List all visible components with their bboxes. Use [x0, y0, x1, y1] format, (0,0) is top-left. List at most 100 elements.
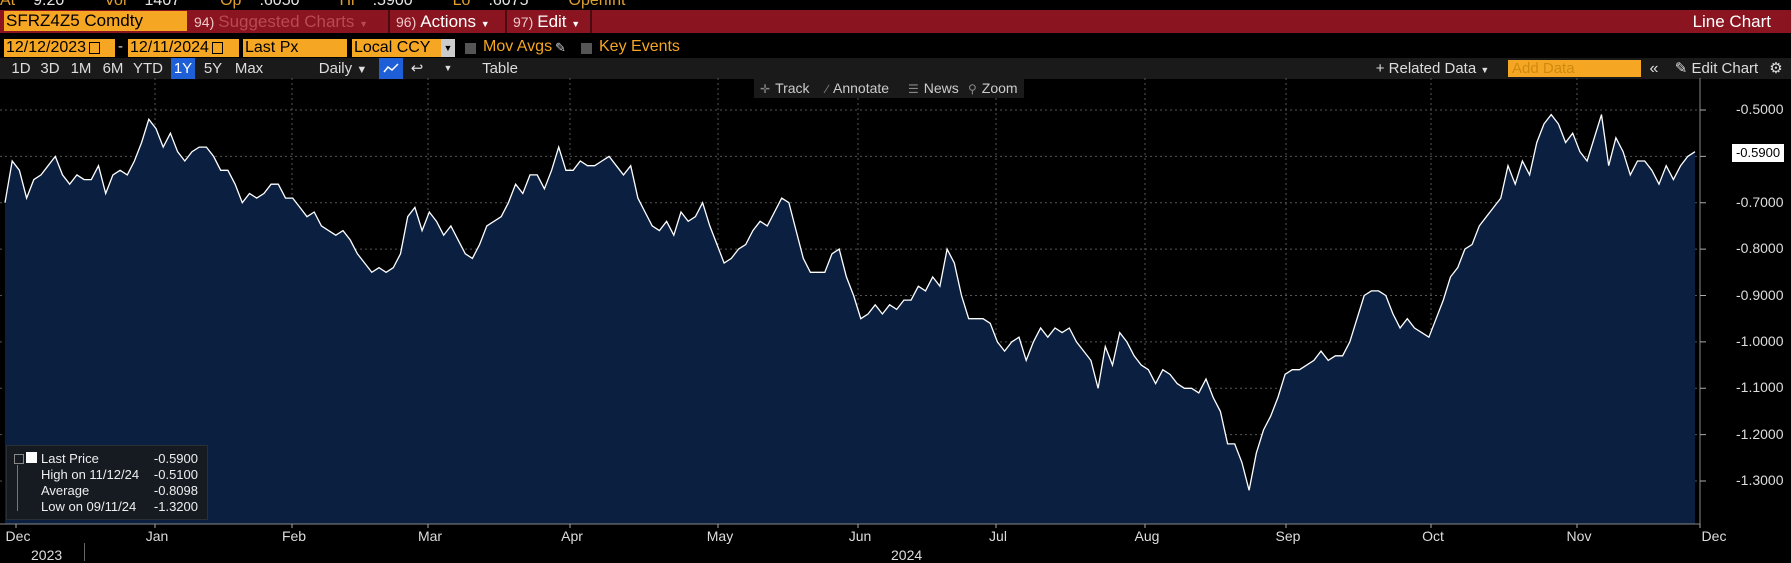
y-tick-label: -1.0000: [1736, 332, 1784, 349]
x-tick-label: Jun: [848, 528, 872, 544]
price-area-fill: [5, 114, 1695, 524]
bar-chart-icon[interactable]: ↩: [410, 60, 424, 77]
chevron-down-icon: ▼: [480, 19, 490, 29]
collapse-legend-icon[interactable]: [14, 454, 24, 464]
legend-value-average: -0.8098: [153, 483, 198, 498]
y-tick-label: -0.8000: [1736, 240, 1784, 257]
edit-menu[interactable]: 97) Edit ▼: [513, 10, 580, 33]
track-button[interactable]: ✛ Track: [760, 79, 810, 97]
end-date-field[interactable]: 12/11/2024: [128, 39, 239, 57]
track-toolbar: [754, 78, 1024, 98]
legend-label-average: Average: [41, 483, 90, 498]
quote-label: Op: [220, 0, 242, 9]
y-tick-label: -1.2000: [1736, 425, 1784, 442]
news-icon: ☰: [908, 82, 919, 96]
quote-value: .6050: [259, 0, 300, 9]
range-button-6m[interactable]: 6M: [102, 60, 124, 77]
range-button-max[interactable]: Max: [234, 60, 264, 77]
x-tick-label: Mar: [417, 528, 443, 544]
range-button-3d[interactable]: 3D: [40, 60, 60, 77]
zoom-button[interactable]: ⚲ Zoom: [968, 79, 1018, 97]
related-data-label: Related Data: [1388, 60, 1477, 77]
x-axis-ticks: [15, 524, 1701, 528]
year-label-2024: 2024: [891, 547, 923, 563]
actions-menu[interactable]: 96) Actions ▼: [396, 10, 490, 33]
add-data-input[interactable]: Add Data: [1508, 60, 1641, 77]
range-button-1m[interactable]: 1M: [70, 60, 92, 77]
quote-strip: At 9.20 Vol 1407 Op .6050 Hi .5900 Lo .6075 OpenIn…: [0, 0, 1000, 9]
related-data-button[interactable]: + Related Data ▼: [1375, 60, 1490, 77]
gear-icon[interactable]: ⚙: [1769, 60, 1783, 77]
price-chart[interactable]: [0, 78, 1791, 528]
chart-legend: [6, 445, 208, 520]
menu-divider: [590, 10, 592, 33]
quote-label: Lo: [452, 0, 471, 9]
periodicity-label: Daily: [318, 60, 353, 77]
table-button[interactable]: Table: [482, 60, 518, 77]
periodicity-selector[interactable]: Daily ▼: [314, 58, 372, 79]
annotate-button[interactable]: ∕ Annotate: [826, 79, 889, 97]
edit-chart-button[interactable]: ✎ Edit Chart: [1669, 58, 1764, 79]
calendar-icon[interactable]: [211, 41, 223, 54]
range-button-5y[interactable]: 5Y: [203, 60, 223, 77]
pencil-icon[interactable]: ✎: [555, 40, 566, 55]
chevron-down-icon: ▼: [571, 19, 581, 29]
currency-selector[interactable]: Local CCY: [352, 39, 441, 57]
mov-avgs-label[interactable]: Mov Avgs: [483, 38, 553, 55]
legend-label-high: High on 11/12/24: [41, 467, 140, 482]
x-tick-label: Jan: [145, 528, 169, 544]
quote-value: 9.20: [33, 0, 65, 9]
legend-label-low: Low on 09/11/24: [41, 499, 137, 514]
track-label: Track: [775, 80, 810, 96]
suggested-label: Suggested Charts: [218, 12, 355, 31]
quote-label: At: [0, 0, 16, 9]
x-tick-label: Nov: [1566, 528, 1592, 544]
triangle-down-icon: ▼: [356, 64, 368, 76]
collapse-icon[interactable]: «: [1649, 60, 1659, 77]
range-button-1d[interactable]: 1D: [11, 60, 31, 77]
year-divider: [84, 543, 85, 561]
currency-dropdown-icon[interactable]: ▼: [441, 39, 455, 57]
legend-value-low: -1.3200: [153, 499, 198, 514]
mov-avgs-checkbox[interactable]: [465, 43, 476, 54]
ticker-field[interactable]: SFRZ4Z5 Comdty: [4, 11, 187, 31]
x-tick-label: Jul: [989, 528, 1007, 544]
x-tick-label: Dec: [1701, 528, 1727, 544]
pencil-icon: ✎: [1674, 60, 1688, 77]
chart-toolbar: [0, 58, 1791, 79]
end-date-value: 12/11/2024: [130, 39, 209, 56]
pencil-icon: ∕: [826, 82, 829, 96]
menu-divider: [505, 10, 507, 33]
x-tick-label: Oct: [1422, 528, 1444, 544]
quote-label: OpenInt: [568, 0, 626, 9]
edit-chart-label: Edit Chart: [1691, 60, 1759, 77]
chart-style-dropdown-icon[interactable]: ▼: [443, 63, 453, 73]
x-tick-label: Sep: [1275, 528, 1301, 544]
line-chart-icon[interactable]: [379, 58, 403, 79]
x-tick-label: May: [706, 528, 734, 544]
legend-value-high: -0.5100: [153, 467, 198, 482]
legend-value-last: -0.5900: [153, 451, 198, 466]
suggested-charts-menu[interactable]: 94) Suggested Charts ▼: [194, 10, 368, 33]
annotate-label: Annotate: [833, 80, 890, 96]
last-price-tag: -0.5900: [1732, 144, 1784, 162]
start-date-field[interactable]: 12/12/2023: [4, 39, 115, 57]
range-button-1y[interactable]: 1Y: [171, 58, 195, 79]
key-events-label[interactable]: Key Events: [599, 38, 680, 55]
range-button-ytd[interactable]: YTD: [133, 60, 163, 77]
legend-tree-line: [17, 465, 18, 511]
key-events-checkbox[interactable]: [581, 43, 592, 54]
y-tick-label: -0.5000: [1736, 101, 1784, 117]
y-tick-label: -0.9000: [1736, 286, 1784, 303]
suggested-num: 94): [194, 14, 215, 30]
calendar-icon[interactable]: [89, 41, 101, 54]
y-axis-ticks: [1700, 109, 1706, 482]
field-selector[interactable]: Last Px: [243, 39, 347, 57]
quote-value: .6075: [488, 0, 529, 9]
news-button[interactable]: ☰ News: [908, 79, 959, 97]
quote-value: .5900: [372, 0, 413, 9]
year-label-2023: 2023: [31, 547, 63, 563]
quote-label: Hi: [339, 0, 355, 9]
edit-num: 97): [513, 14, 534, 30]
actions-label: Actions: [420, 12, 476, 31]
